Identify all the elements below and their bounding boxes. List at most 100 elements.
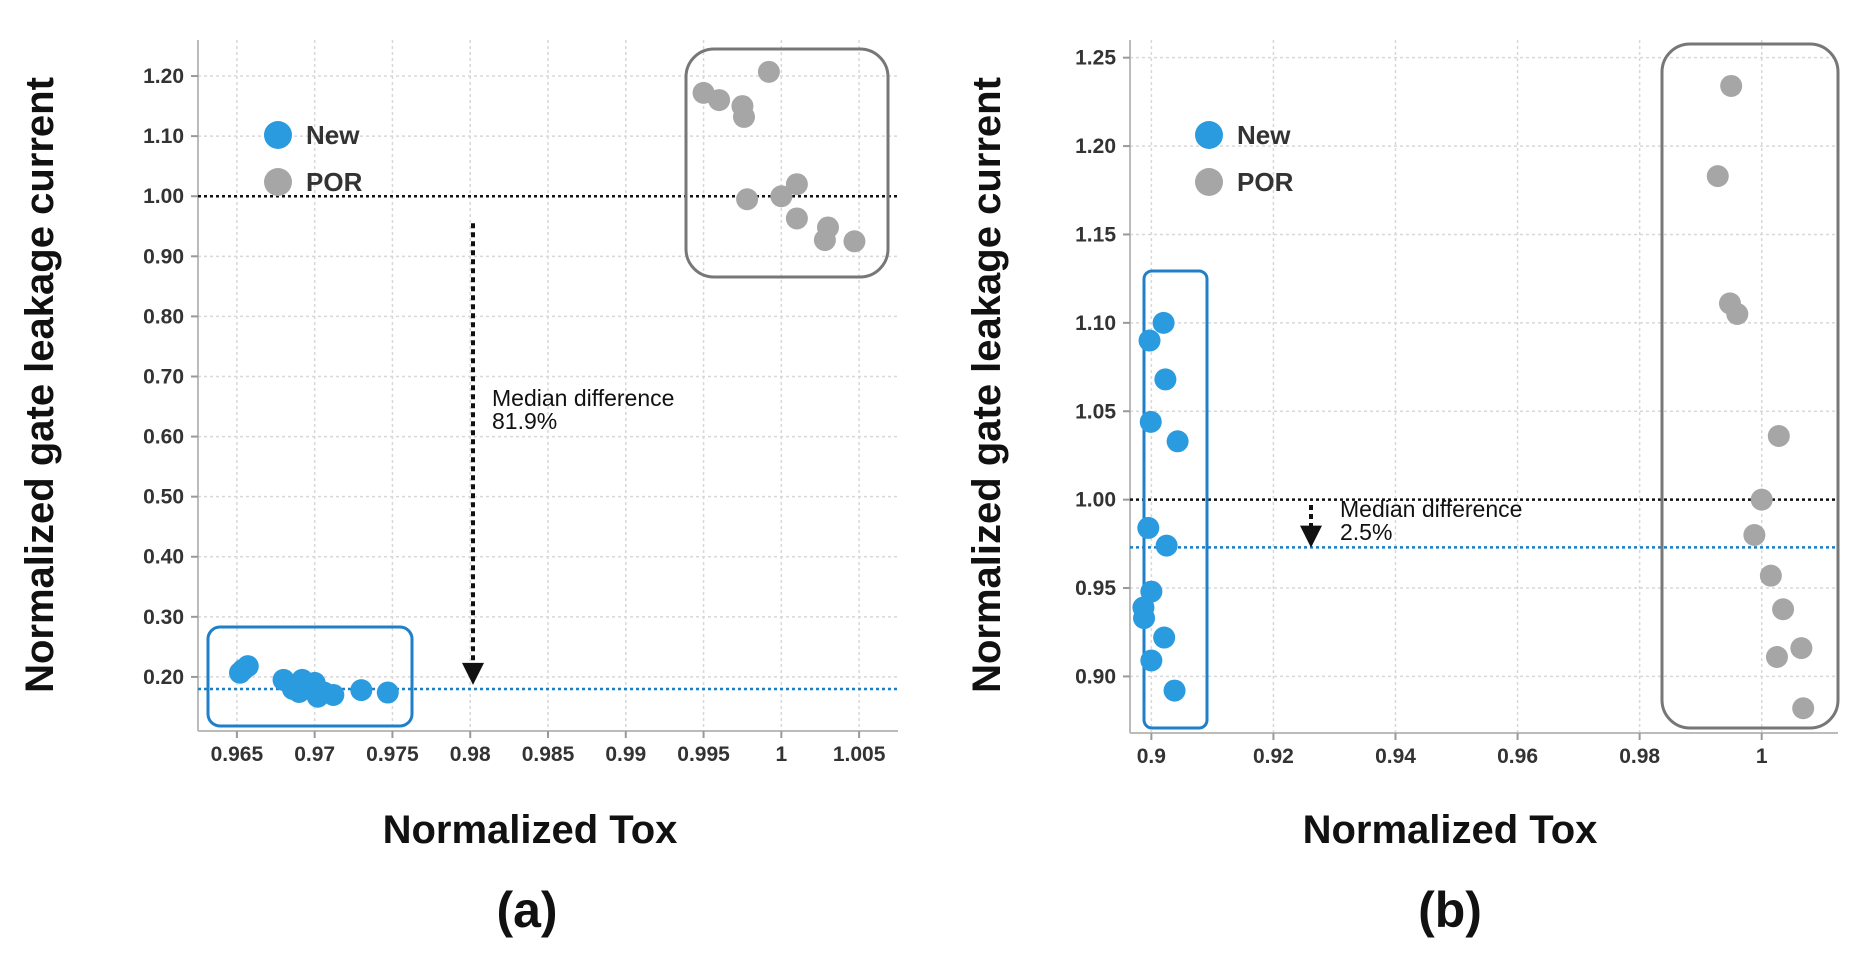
panel-a-legend-new-marker xyxy=(264,121,292,149)
panel-a-annotation-line2: 81.9% xyxy=(492,408,557,434)
panel-b-y-tick-label: 1.00 xyxy=(1075,489,1116,512)
panel-b-point-new xyxy=(1154,368,1177,391)
panel-b-point-por xyxy=(1792,697,1815,720)
panel-b-legend-new-label: New xyxy=(1237,120,1291,150)
panel-b-y-axis-title: Normalized gate leakage current xyxy=(965,77,1009,693)
panel-a-y-tick-label: 0.20 xyxy=(143,666,184,689)
panel-b-point-new xyxy=(1155,534,1178,557)
panel-b-y-tick-label: 0.95 xyxy=(1075,577,1116,600)
panel-a-x-tick-label: 0.965 xyxy=(211,743,264,766)
panel-b-point-new xyxy=(1140,649,1163,672)
panel-a-point-por xyxy=(708,89,731,112)
panel-b-point-por xyxy=(1726,303,1749,326)
panel-a-y-tick-label: 0.70 xyxy=(143,365,184,388)
panel-b-box-new xyxy=(1142,269,1209,730)
panel-a-x-tick-label: 0.985 xyxy=(522,743,575,766)
panel-b-point-new xyxy=(1166,430,1189,453)
panel-a-y-tick-label: 0.90 xyxy=(143,245,184,268)
panel-a-ticks: 0.965 0.97 0.975 0.98 0.985 0.99 0.995 1 1.005 0.… xyxy=(143,65,886,766)
panel-a-y-tick-label: 1.20 xyxy=(143,65,184,88)
panel-a-legend: New POR xyxy=(264,120,363,197)
panel-a-box-por xyxy=(684,47,890,279)
panel-b-y-tick-label: 1.05 xyxy=(1075,400,1116,423)
panel-a-y-tick-label: 0.80 xyxy=(143,305,184,328)
panel-a-x-axis-title: Normalized Tox xyxy=(383,808,678,852)
panel-a-point-new xyxy=(350,679,373,702)
panel-a-label: (a) xyxy=(496,882,557,938)
panel-b-point-new xyxy=(1152,311,1175,334)
panel-a-y-tick-label: 0.40 xyxy=(143,546,184,569)
panel-a-box-new xyxy=(206,625,414,728)
panel-b-point-por xyxy=(1750,488,1773,511)
panel-b-x-tick-label: 0.94 xyxy=(1375,745,1416,768)
panel-a-point-por xyxy=(785,173,808,196)
panel-a-points xyxy=(229,60,866,708)
panel-a-point-por xyxy=(843,230,866,253)
panel-a-point-por xyxy=(736,188,759,211)
panel-a-x-tick-label: 0.97 xyxy=(294,743,335,766)
panel-a-x-tick-label: 0.99 xyxy=(605,743,646,766)
panel-b-point-new xyxy=(1163,679,1186,702)
panel-a-y-tick-label: 0.50 xyxy=(143,486,184,509)
panel-b-y-tick-label: 1.10 xyxy=(1075,312,1116,335)
panel-b-legend-por-label: POR xyxy=(1237,167,1294,197)
panel-b-x-tick-label: 0.9 xyxy=(1137,745,1166,768)
panel-b-point-por xyxy=(1720,74,1743,97)
panel-b-legend-new-marker xyxy=(1195,121,1223,149)
panel-a-x-tick-label: 0.98 xyxy=(450,743,491,766)
panel-a-legend-por-marker xyxy=(264,168,292,196)
panel-b-point-por xyxy=(1765,645,1788,668)
panel-b-ticks: 0.9 0.92 0.94 0.96 0.98 1 0.90 0.95 1.00 1.05 1.10… xyxy=(1075,47,1768,768)
panel-a-arrow-head xyxy=(462,662,484,685)
panel-a-point-new xyxy=(322,683,345,706)
panel-b-point-new xyxy=(1137,516,1160,539)
panel-b-y-tick-label: 1.15 xyxy=(1075,223,1116,246)
panel-a-point-por xyxy=(785,207,808,230)
panel-a-point-por xyxy=(770,185,793,208)
panel-a-point-por xyxy=(813,229,836,252)
panel-b-point-por xyxy=(1759,564,1782,587)
panel-b-point-new xyxy=(1138,329,1161,352)
panel-b-x-tick-label: 0.92 xyxy=(1253,745,1294,768)
panel-b-point-por xyxy=(1706,165,1729,188)
panel-b-point-por xyxy=(1767,425,1790,447)
panel-a-point-new xyxy=(376,681,399,704)
panel-b-label: (b) xyxy=(1418,882,1482,938)
panel-a-y-tick-label: 1.00 xyxy=(143,185,184,208)
panel-a-legend-por-label: POR xyxy=(306,167,363,197)
panel-a-chart: 0.965 0.97 0.975 0.98 0.985 0.99 0.995 1 1.005 0.… xyxy=(18,40,898,938)
panel-a-x-tick-label: 1 xyxy=(775,743,787,766)
panel-b-x-tick-label: 1 xyxy=(1756,745,1768,768)
panel-a-annotation-line1: Median difference xyxy=(492,385,674,411)
panel-b-x-tick-label: 0.96 xyxy=(1497,745,1538,768)
panel-b-point-por xyxy=(1790,637,1813,660)
panel-b-point-por xyxy=(1743,524,1766,546)
panel-a-point-por xyxy=(733,105,755,128)
panel-a-y-tick-label: 1.10 xyxy=(143,125,184,148)
panel-a-point-por xyxy=(757,60,780,83)
panel-b-chart: 0.9 0.92 0.94 0.96 0.98 1 0.90 0.95 1.00 1.05 1.10… xyxy=(965,40,1840,938)
panel-a-x-tick-label: 1.005 xyxy=(833,743,886,766)
panel-a-y-tick-label: 0.60 xyxy=(143,426,184,449)
panel-b-point-por xyxy=(1772,598,1795,621)
panel-b-arrow-head xyxy=(1300,525,1322,548)
panel-b-point-new xyxy=(1139,410,1162,433)
panel-b-points xyxy=(1132,74,1815,720)
panel-b-point-new xyxy=(1133,607,1156,630)
panel-b-annotation: Median difference 2.5% xyxy=(1300,496,1522,548)
panel-b-box-por xyxy=(1660,42,1840,730)
panel-b-annotation-line2: 2.5% xyxy=(1340,519,1392,545)
panel-a-annotation: Median difference 81.9% xyxy=(462,223,674,685)
panel-b-y-tick-label: 0.90 xyxy=(1075,665,1116,688)
panel-a-x-tick-label: 0.995 xyxy=(677,743,730,766)
panel-b-point-new xyxy=(1153,626,1176,649)
panel-b-y-tick-label: 1.20 xyxy=(1075,135,1116,158)
panel-b-legend: New POR xyxy=(1195,120,1294,197)
panel-b-x-tick-label: 0.98 xyxy=(1619,745,1660,768)
panel-b-x-axis-title: Normalized Tox xyxy=(1303,808,1598,852)
panel-a-y-tick-label: 0.30 xyxy=(143,606,184,629)
panel-a-legend-new-label: New xyxy=(306,120,360,150)
panel-b-y-tick-label: 1.25 xyxy=(1075,47,1116,70)
panel-a-x-tick-label: 0.975 xyxy=(366,743,419,766)
